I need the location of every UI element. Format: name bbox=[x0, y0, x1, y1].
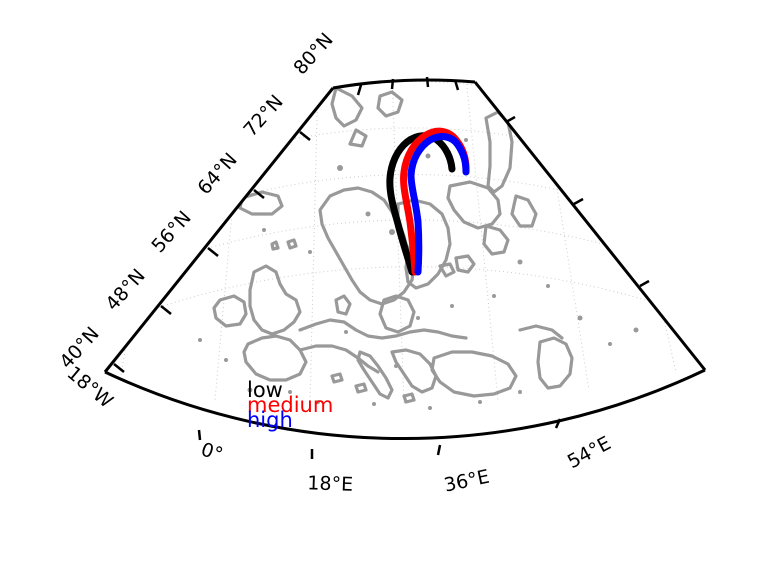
frame-top-arc bbox=[332, 78, 476, 90]
trajectory-high bbox=[407, 133, 470, 276]
coastline-speckle bbox=[198, 138, 639, 410]
trajectory-group bbox=[386, 127, 470, 276]
frame-ticks bbox=[113, 76, 650, 459]
lon-label: 18°E bbox=[307, 472, 353, 496]
frame-bottom-arc bbox=[104, 368, 706, 440]
trajectory-low bbox=[386, 132, 456, 276]
frame-left-edge bbox=[103, 87, 335, 373]
legend-label-high: high bbox=[247, 408, 293, 432]
legend: low medium high bbox=[247, 378, 333, 432]
legend-label-low: low bbox=[247, 378, 283, 402]
legend-label-medium: medium bbox=[247, 393, 333, 417]
frame-right-edge bbox=[473, 81, 707, 371]
map-frame bbox=[103, 78, 707, 440]
